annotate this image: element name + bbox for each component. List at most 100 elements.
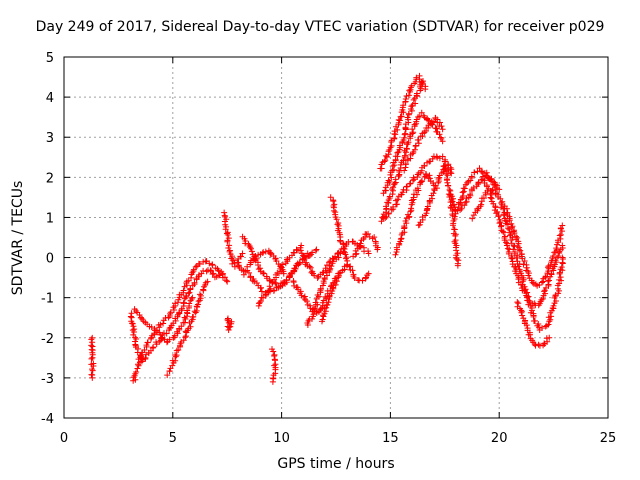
data-point-marker <box>353 250 360 257</box>
data-point-marker <box>443 170 450 177</box>
data-point-marker <box>260 269 267 276</box>
data-point-marker <box>374 246 381 253</box>
data-point-marker <box>519 312 526 319</box>
data-point-marker <box>447 191 454 198</box>
data-point-marker <box>164 372 171 379</box>
data-point-marker <box>516 261 523 268</box>
data-point-marker <box>424 116 431 123</box>
data-point-marker <box>142 354 149 361</box>
data-point-marker <box>401 167 408 174</box>
data-point-marker <box>404 183 411 190</box>
data-point-marker <box>517 247 524 254</box>
data-point-marker <box>552 257 559 264</box>
data-point-marker <box>414 90 421 97</box>
data-point-marker <box>531 341 538 348</box>
data-point-marker <box>410 177 416 184</box>
data-point-marker <box>402 161 409 168</box>
data-point-marker <box>326 259 333 266</box>
data-point-marker <box>332 281 339 288</box>
data-point-marker <box>204 278 211 285</box>
data-point-marker <box>246 269 253 276</box>
data-point-marker <box>257 284 264 291</box>
data-point-marker <box>175 346 182 353</box>
data-point-marker <box>163 330 170 337</box>
data-point-marker <box>546 277 553 284</box>
data-point-marker <box>172 353 179 360</box>
data-point-marker <box>529 279 536 286</box>
data-point-marker <box>527 331 534 338</box>
data-point-marker <box>313 246 320 253</box>
data-point-marker <box>432 182 439 189</box>
data-point-marker <box>191 279 198 286</box>
data-point-marker <box>223 230 230 237</box>
data-point-marker <box>160 320 167 327</box>
data-point-marker <box>538 296 545 303</box>
data-point-marker <box>415 136 422 143</box>
data-point-marker <box>248 248 255 255</box>
data-point-marker <box>385 210 392 217</box>
data-point-marker <box>509 223 516 230</box>
data-point-marker <box>266 283 273 290</box>
data-point-marker <box>163 339 170 346</box>
data-point-marker <box>510 228 517 235</box>
data-point-marker <box>257 298 264 305</box>
data-point-marker <box>172 357 179 364</box>
data-point-marker <box>459 189 466 196</box>
data-point-marker <box>508 254 515 261</box>
data-point-marker <box>497 219 504 226</box>
data-point-marker <box>247 274 254 281</box>
data-point-marker <box>227 323 234 330</box>
data-point-marker <box>273 258 280 265</box>
data-point-marker <box>458 205 465 212</box>
data-point-marker <box>312 247 319 254</box>
x-tick-label: 15 <box>382 431 399 446</box>
data-point-marker <box>334 221 341 228</box>
data-point-marker <box>180 287 187 294</box>
data-point-marker <box>548 313 555 320</box>
data-point-marker <box>365 250 372 257</box>
data-point-marker <box>453 255 460 262</box>
data-point-marker <box>515 263 522 270</box>
data-point-marker <box>224 231 231 238</box>
data-point-marker <box>296 259 303 266</box>
data-point-marker <box>503 242 510 249</box>
data-point-marker <box>505 225 512 232</box>
data-point-marker <box>312 305 319 312</box>
data-point-marker <box>461 185 468 192</box>
data-point-marker <box>559 259 566 266</box>
data-point-marker <box>496 186 503 193</box>
data-point-marker <box>508 236 515 243</box>
data-point-marker <box>425 124 432 131</box>
data-point-marker <box>506 226 513 233</box>
data-point-marker <box>546 334 553 341</box>
data-point-marker <box>444 172 451 179</box>
data-point-marker <box>559 254 566 261</box>
data-point-marker <box>224 238 231 245</box>
data-point-marker <box>133 335 140 342</box>
data-point-marker <box>444 179 451 186</box>
data-point-marker <box>480 195 487 202</box>
data-point-marker <box>196 291 203 298</box>
data-point-marker <box>335 254 342 261</box>
data-point-marker <box>410 129 417 136</box>
data-point-marker <box>385 148 392 155</box>
data-point-marker <box>468 173 475 180</box>
data-point-marker <box>478 168 485 175</box>
data-point-marker <box>165 314 172 321</box>
data-point-marker <box>504 245 511 252</box>
data-point-marker <box>392 251 399 258</box>
y-tick-label: -4 <box>41 412 54 427</box>
data-point-marker <box>416 221 423 228</box>
data-point-marker <box>309 249 316 256</box>
data-point-marker <box>262 248 269 255</box>
data-point-marker <box>474 205 481 212</box>
data-point-marker <box>503 239 510 246</box>
data-point-marker <box>156 338 163 345</box>
data-point-marker <box>401 134 408 141</box>
data-point-marker <box>470 212 477 219</box>
data-point-marker <box>222 226 229 233</box>
data-point-marker <box>553 254 560 261</box>
data-point-marker <box>409 126 416 133</box>
data-point-marker <box>260 270 267 277</box>
